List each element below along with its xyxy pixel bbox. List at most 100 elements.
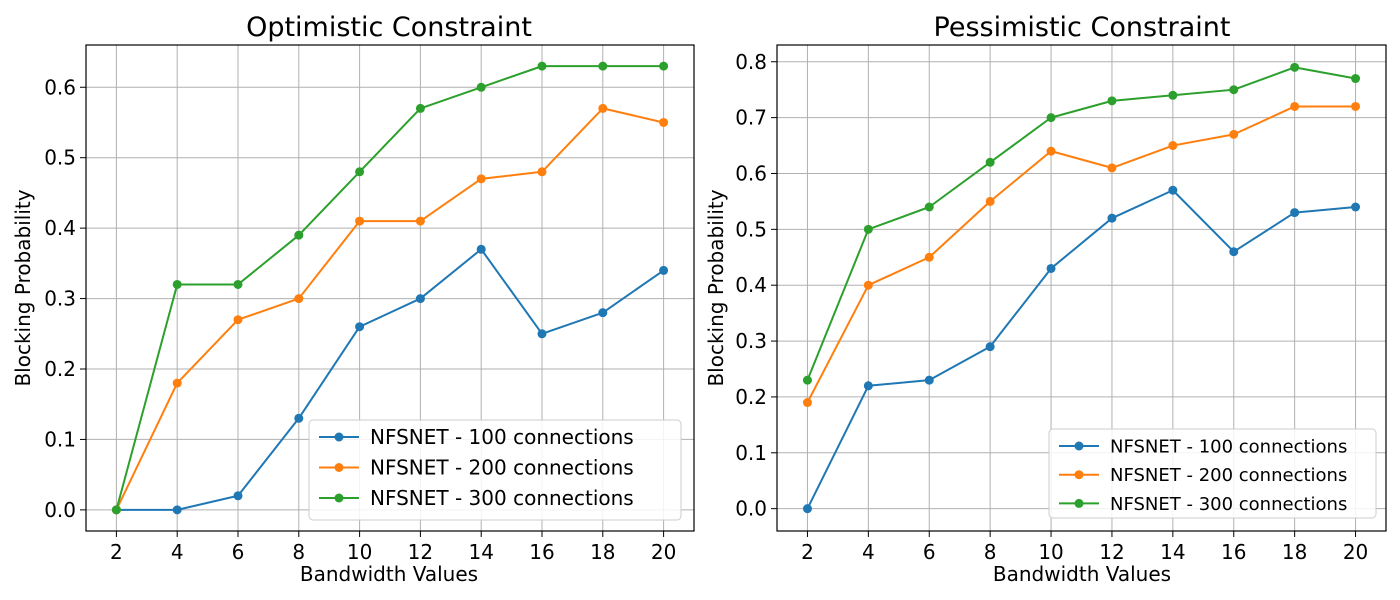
data-point bbox=[355, 167, 365, 177]
x-tick-label: 18 bbox=[590, 540, 615, 564]
data-point bbox=[1290, 62, 1300, 72]
legend-swatch-marker bbox=[334, 432, 344, 442]
y-axis-label: Blocking Probability bbox=[704, 189, 728, 386]
x-tick-label: 4 bbox=[862, 540, 875, 564]
data-point bbox=[1107, 163, 1117, 173]
x-tick-label: 4 bbox=[171, 540, 184, 564]
chart-optimistic: Optimistic Constraint Bandwidth Values B… bbox=[11, 12, 695, 586]
data-point bbox=[1229, 85, 1239, 95]
y-tick-label: 0.2 bbox=[735, 385, 767, 409]
x-tick-label: 8 bbox=[292, 540, 305, 564]
y-axis-label: Blocking Probability bbox=[11, 189, 35, 386]
data-point bbox=[659, 117, 669, 127]
x-tick-label: 8 bbox=[984, 540, 997, 564]
data-point bbox=[598, 103, 608, 113]
y-tick-label: 0.3 bbox=[735, 329, 767, 353]
data-point bbox=[1046, 113, 1056, 123]
series-2 bbox=[802, 101, 1361, 408]
data-point bbox=[1351, 74, 1361, 84]
x-tick-label: 16 bbox=[529, 540, 554, 564]
series-1 bbox=[111, 244, 669, 515]
x-tick-label: 14 bbox=[468, 540, 493, 564]
data-point bbox=[1107, 213, 1117, 223]
data-point bbox=[1351, 101, 1361, 111]
y-tick-label: 0.0 bbox=[735, 497, 767, 521]
series-line bbox=[116, 248, 665, 511]
data-point bbox=[1290, 208, 1300, 218]
data-point bbox=[415, 103, 425, 113]
x-tick-label: 20 bbox=[1343, 540, 1368, 564]
data-point bbox=[537, 61, 547, 71]
x-axis-label: Bandwidth Values bbox=[993, 562, 1171, 586]
data-point bbox=[1351, 202, 1361, 212]
series-3 bbox=[802, 62, 1361, 385]
data-point bbox=[476, 244, 486, 254]
legend-label: NFSNET - 100 connections bbox=[370, 425, 634, 449]
chart-title: Optimistic Constraint bbox=[246, 12, 532, 43]
data-point bbox=[1229, 129, 1239, 139]
y-tick-label: 0.5 bbox=[735, 217, 767, 241]
series-line bbox=[806, 105, 1356, 403]
legend-box bbox=[1048, 428, 1377, 519]
data-point bbox=[172, 279, 182, 289]
data-point bbox=[863, 381, 873, 391]
data-point bbox=[172, 505, 182, 515]
y-tick-label: 0.0 bbox=[44, 498, 76, 522]
x-tick-label: 16 bbox=[1221, 540, 1246, 564]
legend-label: NFSNET - 200 connections bbox=[370, 456, 634, 480]
data-point bbox=[1168, 90, 1178, 100]
series-line bbox=[806, 66, 1356, 381]
y-tick-label: 0.4 bbox=[735, 273, 767, 297]
x-tick-label: 2 bbox=[801, 540, 814, 564]
data-point bbox=[294, 230, 304, 240]
legend-swatch-marker bbox=[1074, 498, 1084, 508]
x-tick-label: 20 bbox=[651, 540, 676, 564]
data-point bbox=[355, 322, 365, 332]
x-tick-label: 2 bbox=[110, 540, 123, 564]
data-point bbox=[537, 329, 547, 339]
legend-label: NFSNET - 300 connections bbox=[1110, 494, 1347, 515]
data-point bbox=[1046, 263, 1056, 273]
data-point bbox=[598, 61, 608, 71]
data-point bbox=[537, 167, 547, 177]
data-point bbox=[172, 378, 182, 388]
y-tick-label: 0.8 bbox=[735, 50, 767, 74]
legend-label: NFSNET - 300 connections bbox=[370, 486, 634, 510]
x-tick-label: 12 bbox=[1099, 540, 1124, 564]
legend-label: NFSNET - 200 connections bbox=[1110, 465, 1347, 486]
series-line bbox=[115, 65, 664, 511]
y-tick-label: 0.1 bbox=[44, 427, 76, 451]
data-point bbox=[1290, 101, 1300, 111]
data-point bbox=[1107, 96, 1117, 106]
x-tick-label: 6 bbox=[232, 540, 245, 564]
data-point bbox=[863, 280, 873, 290]
legend-swatch-marker bbox=[1074, 441, 1084, 451]
data-point bbox=[233, 491, 243, 501]
plot-frame bbox=[85, 44, 695, 532]
data-point bbox=[985, 342, 995, 352]
x-tick-label: 10 bbox=[1038, 540, 1063, 564]
data-point bbox=[802, 375, 812, 385]
data-point bbox=[598, 308, 608, 318]
data-point bbox=[233, 315, 243, 325]
x-tick-label: 18 bbox=[1282, 540, 1307, 564]
data-point bbox=[985, 196, 995, 206]
chart-pessimistic: Pessimistic Constraint Bandwidth Values … bbox=[704, 12, 1387, 586]
legend: NFSNET - 100 connections NFSNET - 200 con… bbox=[308, 419, 682, 521]
x-tick-label: 10 bbox=[347, 540, 372, 564]
data-point bbox=[294, 413, 304, 423]
y-tick-label: 0.3 bbox=[44, 287, 76, 311]
legend-swatch-marker bbox=[334, 463, 344, 472]
legend-box bbox=[308, 419, 682, 521]
series-3 bbox=[111, 61, 669, 515]
data-point bbox=[233, 279, 243, 289]
legend-swatch-marker bbox=[334, 493, 344, 503]
series-1 bbox=[802, 185, 1361, 514]
legend-label: NFSNET - 100 connections bbox=[1110, 436, 1347, 457]
y-tick-label: 0.6 bbox=[735, 161, 767, 185]
data-point bbox=[802, 398, 812, 408]
data-point bbox=[476, 174, 486, 184]
data-point bbox=[294, 294, 304, 304]
plot-frame bbox=[776, 44, 1387, 532]
